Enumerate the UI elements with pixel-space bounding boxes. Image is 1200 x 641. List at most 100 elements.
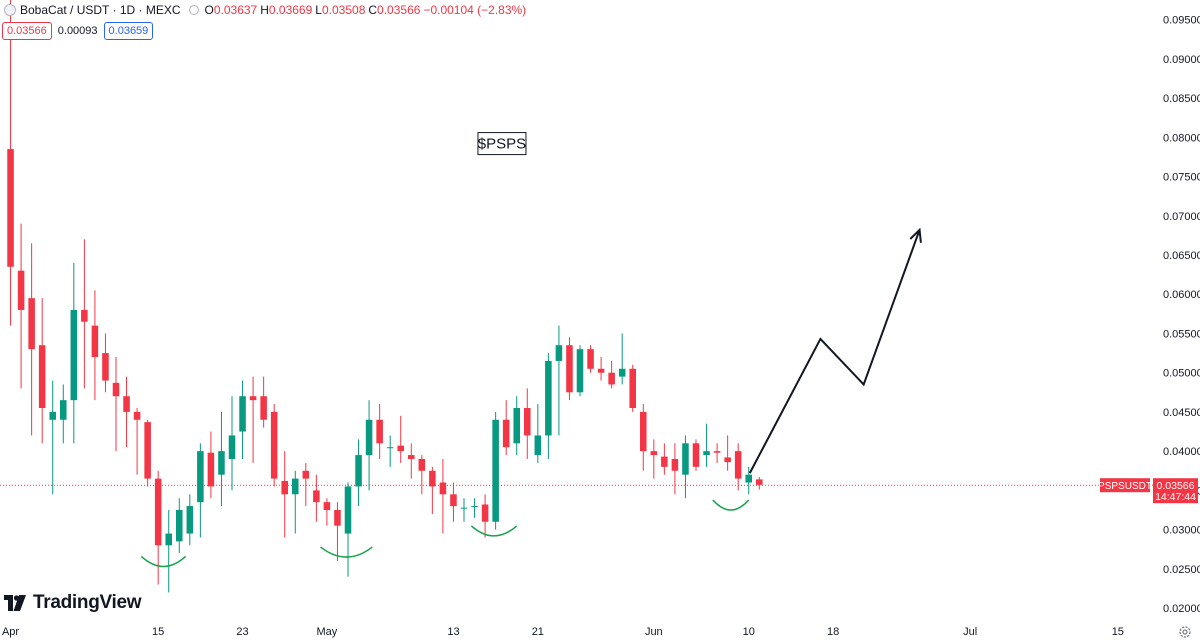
buy-button[interactable]: 0.03659 (103, 22, 154, 40)
time-tick-label: 15 (152, 626, 164, 638)
time-tick-label: 23 (236, 626, 248, 638)
candle (692, 439, 700, 471)
candle (197, 443, 204, 538)
candle (734, 443, 742, 491)
price-tick-label: 0.09000 (1163, 54, 1200, 66)
candle (344, 482, 352, 577)
candle (450, 482, 457, 522)
candle (7, 0, 14, 326)
candle (17, 223, 25, 389)
close-value: 0.03566 (377, 3, 421, 17)
brand-name: TradingView (33, 592, 142, 613)
candle-body (197, 451, 204, 503)
candle (724, 435, 731, 471)
candle-body (513, 408, 520, 444)
candle-body (576, 349, 584, 393)
candle (492, 411, 499, 530)
candle-body (133, 411, 141, 420)
chart-title: $PSPS (478, 136, 526, 153)
price-axis: 0.020000.025000.030000.035000.040000.045… (1163, 15, 1200, 615)
candle-body (228, 435, 236, 459)
open-value: 0.03637 (213, 3, 258, 17)
bottom-arc (320, 546, 373, 558)
spread-value: 0.00093 (57, 25, 98, 37)
time-tick-label: 10 (743, 626, 755, 638)
candle (133, 408, 141, 475)
candle-body (692, 443, 700, 467)
last-price-tag: 0.03566 (1157, 480, 1195, 492)
candle (671, 443, 679, 495)
settings-gear-icon[interactable] (1178, 625, 1192, 639)
candle (713, 443, 721, 463)
candle-body (566, 345, 573, 393)
candle-body (292, 478, 299, 495)
chart-title-box: $PSPS (477, 132, 527, 156)
price-tick-label: 0.05500 (1163, 328, 1200, 340)
candle (408, 443, 415, 479)
candle (365, 400, 373, 491)
candle (397, 415, 404, 463)
price-tick-label: 0.02000 (1163, 603, 1200, 615)
candle (218, 411, 225, 507)
candle (587, 345, 594, 373)
candle-body (492, 419, 499, 522)
candle (270, 404, 278, 487)
candle (313, 474, 320, 522)
candle-body (17, 270, 25, 310)
candle-body (724, 457, 731, 463)
candle (28, 243, 35, 436)
candle-body (186, 506, 194, 534)
tradingview-logo[interactable]: TradingView (4, 592, 142, 614)
high-label: H (260, 3, 269, 17)
candle-body (608, 372, 615, 385)
time-tick-label: 21 (532, 626, 544, 638)
candle (144, 419, 151, 487)
candle (112, 357, 120, 452)
candle-body (408, 455, 415, 459)
candle (38, 298, 46, 444)
high-value: 0.03669 (268, 3, 313, 17)
candle-body (144, 422, 151, 479)
candle-body (671, 459, 679, 471)
symbol-header: BobaCat / USDT · 1D · MEXC O 0.03637 H 0.0… (4, 3, 529, 17)
time-tick-label: 13 (447, 626, 459, 638)
candle-body (70, 309, 78, 401)
more-icon[interactable] (188, 5, 199, 15)
candle (302, 462, 310, 507)
candle-body (682, 443, 689, 475)
candle-body (91, 325, 99, 357)
candle-body (429, 470, 436, 487)
time-tick-label: Jul (963, 626, 977, 638)
price-tick-label: 0.06000 (1163, 289, 1200, 301)
candle (481, 494, 489, 538)
candle-body (165, 533, 172, 546)
candle (618, 333, 626, 385)
candle (376, 404, 383, 459)
candle-body (123, 396, 130, 412)
open-label: O (204, 3, 214, 17)
candle (186, 494, 194, 546)
candles (7, 0, 763, 593)
price-tick-label: 0.04500 (1163, 407, 1200, 419)
candle (102, 333, 109, 393)
candle-body (376, 419, 383, 444)
candle-body (629, 368, 636, 408)
candle (682, 435, 689, 499)
candle-body (618, 368, 626, 377)
candle (661, 443, 668, 475)
bottom-arc (712, 499, 750, 511)
candle (91, 290, 99, 401)
candle (176, 498, 183, 554)
symbol-name[interactable]: BobaCat / USDT · 1D · MEXC (20, 3, 181, 17)
candle-body (397, 445, 404, 452)
candle-body (460, 507, 468, 509)
close-label: C (368, 3, 378, 17)
candle-body (734, 451, 742, 479)
ticker-tag: PSPSUSDT (1098, 481, 1152, 492)
candle-body (323, 502, 331, 510)
sell-button[interactable]: 0.03566 (2, 22, 52, 40)
candle-body (249, 396, 257, 401)
candle (123, 376, 130, 448)
candle-body (355, 455, 362, 487)
